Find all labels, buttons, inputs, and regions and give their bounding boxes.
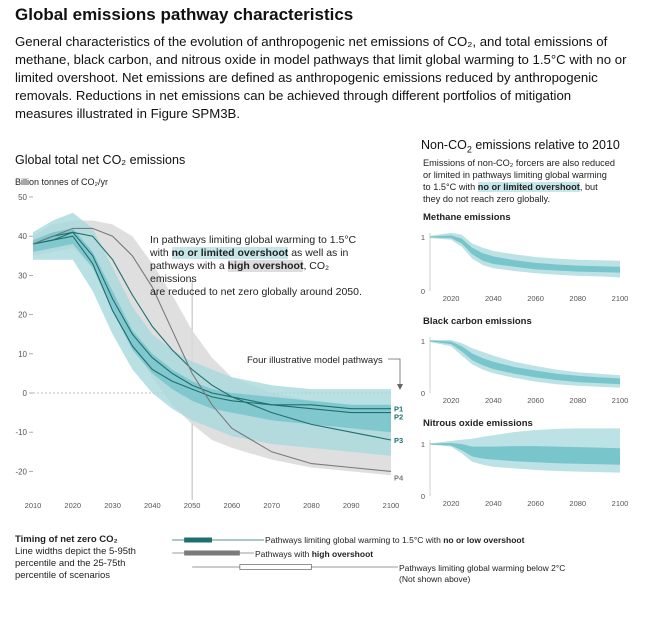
pathway-line-p1 <box>32 235 391 410</box>
pathway-label-p2: P2 <box>394 413 403 422</box>
intro-text: General characteristics of the evolution… <box>15 34 627 121</box>
band-1p5-25-75 <box>33 228 391 433</box>
panel-x-tick-label: 2100 <box>612 499 629 508</box>
x-tick-label: 2050 <box>184 501 201 510</box>
timing-range-25-75 <box>184 537 212 543</box>
panel-x-tick-label: 2100 <box>612 396 629 405</box>
timing-range-25-75 <box>184 550 240 556</box>
pathway-label-p4: P4 <box>394 473 404 482</box>
x-tick-label: 2080 <box>303 501 320 510</box>
panel-y-tick-1: 1 <box>421 233 425 242</box>
illustrative-label: Four illustrative model pathways <box>247 355 383 366</box>
panel-band-25-75 <box>430 340 620 385</box>
x-tick-label: 2070 <box>263 501 280 510</box>
timing-legend <box>172 537 398 570</box>
panel-y-tick-0: 0 <box>421 389 425 398</box>
panel-x-tick-label: 2060 <box>527 499 544 508</box>
y-tick-label: 0 <box>23 389 28 398</box>
black-carbon-panel: 1 0 2020 2040 2060 2080 2100 <box>421 337 629 405</box>
main-annotation: In pathways limiting global warming to 1… <box>150 234 362 298</box>
timing-line-1: Pathways limiting global warming to 1.5°… <box>265 535 525 545</box>
pathway-line-p3 <box>32 231 392 441</box>
panel-y-tick-0: 0 <box>421 492 425 501</box>
main-chart-heading: Global total net CO₂ emissions <box>15 153 186 167</box>
panel-x-tick-label: 2020 <box>443 294 460 303</box>
x-tick-label: 2030 <box>104 501 121 510</box>
panel-y-tick-1: 1 <box>421 440 425 449</box>
timing-line-3: Pathways limiting global warming below 2… <box>399 563 566 584</box>
panel-x-tick-label: 2040 <box>485 499 502 508</box>
x-tick-label: 2100 <box>383 501 400 510</box>
panel-x-tick-label: 2020 <box>443 396 460 405</box>
nitrous-oxide-title: Nitrous oxide emissions <box>423 418 533 429</box>
timing-range-25-75 <box>239 564 312 570</box>
panel-x-tick-label: 2080 <box>569 294 586 303</box>
panel-x-tick-label: 2060 <box>527 294 544 303</box>
pathway-line-p2 <box>32 231 391 414</box>
panel-band-25-75 <box>430 443 620 465</box>
y-tick-label: 40 <box>18 232 27 241</box>
x-tick-label: 2060 <box>224 501 241 510</box>
band-1p5-5-95 <box>33 212 391 456</box>
y-tick-label: -10 <box>15 428 27 437</box>
y-tick-label: 20 <box>18 311 27 320</box>
pathway-line-p4 <box>32 227 392 472</box>
panel-y-tick-0: 0 <box>421 287 425 296</box>
page-title: Global emissions pathway characteristics <box>15 5 354 24</box>
panel-x-tick-label: 2020 <box>443 499 460 508</box>
pointer-arrow <box>397 384 403 390</box>
panel-x-tick-label: 2060 <box>527 396 544 405</box>
y-tick-label: -20 <box>15 467 27 476</box>
pointer-line <box>388 358 401 388</box>
timing-heading: Timing of net zero CO₂ <box>15 534 118 545</box>
panel-x-tick-label: 2080 <box>569 396 586 405</box>
panel-band-25-75 <box>430 235 620 273</box>
timing-line-2: Pathways with high overshoot <box>255 549 374 559</box>
timing-desc: Line widths depict the 5-95th percentile… <box>15 546 136 581</box>
y-tick-label: 30 <box>18 271 27 280</box>
y-tick-label: 10 <box>18 350 27 359</box>
nitrous-oxide-panel: 1 0 2020 2040 2060 2080 2100 <box>421 428 629 508</box>
panel-x-tick-label: 2040 <box>485 396 502 405</box>
methane-title: Methane emissions <box>423 212 511 223</box>
x-tick-label: 2090 <box>343 501 360 510</box>
panel-y-tick-1: 1 <box>421 337 425 346</box>
y-tick-label: 50 <box>18 193 27 202</box>
non-co2-heading: Non-CO2 emissions relative to 2010 <box>421 138 620 155</box>
black-carbon-title: Black carbon emissions <box>423 316 532 327</box>
methane-panel: 1 0 2020 2040 2060 2080 2100 <box>421 232 629 303</box>
panel-x-tick-label: 2080 <box>569 499 586 508</box>
panel-x-tick-label: 2040 <box>485 294 502 303</box>
unit-label: Billion tonnes of CO₂/yr <box>15 177 109 187</box>
pathway-label-p1: P1 <box>394 405 403 414</box>
x-tick-label: 2020 <box>64 501 81 510</box>
panel-x-tick-label: 2100 <box>612 294 629 303</box>
x-tick-label: 2040 <box>144 501 161 510</box>
non-co2-desc: Emissions of non-CO₂ forcers are also re… <box>423 158 615 204</box>
x-tick-label: 2010 <box>25 501 42 510</box>
pathway-label-p3: P3 <box>394 436 403 445</box>
